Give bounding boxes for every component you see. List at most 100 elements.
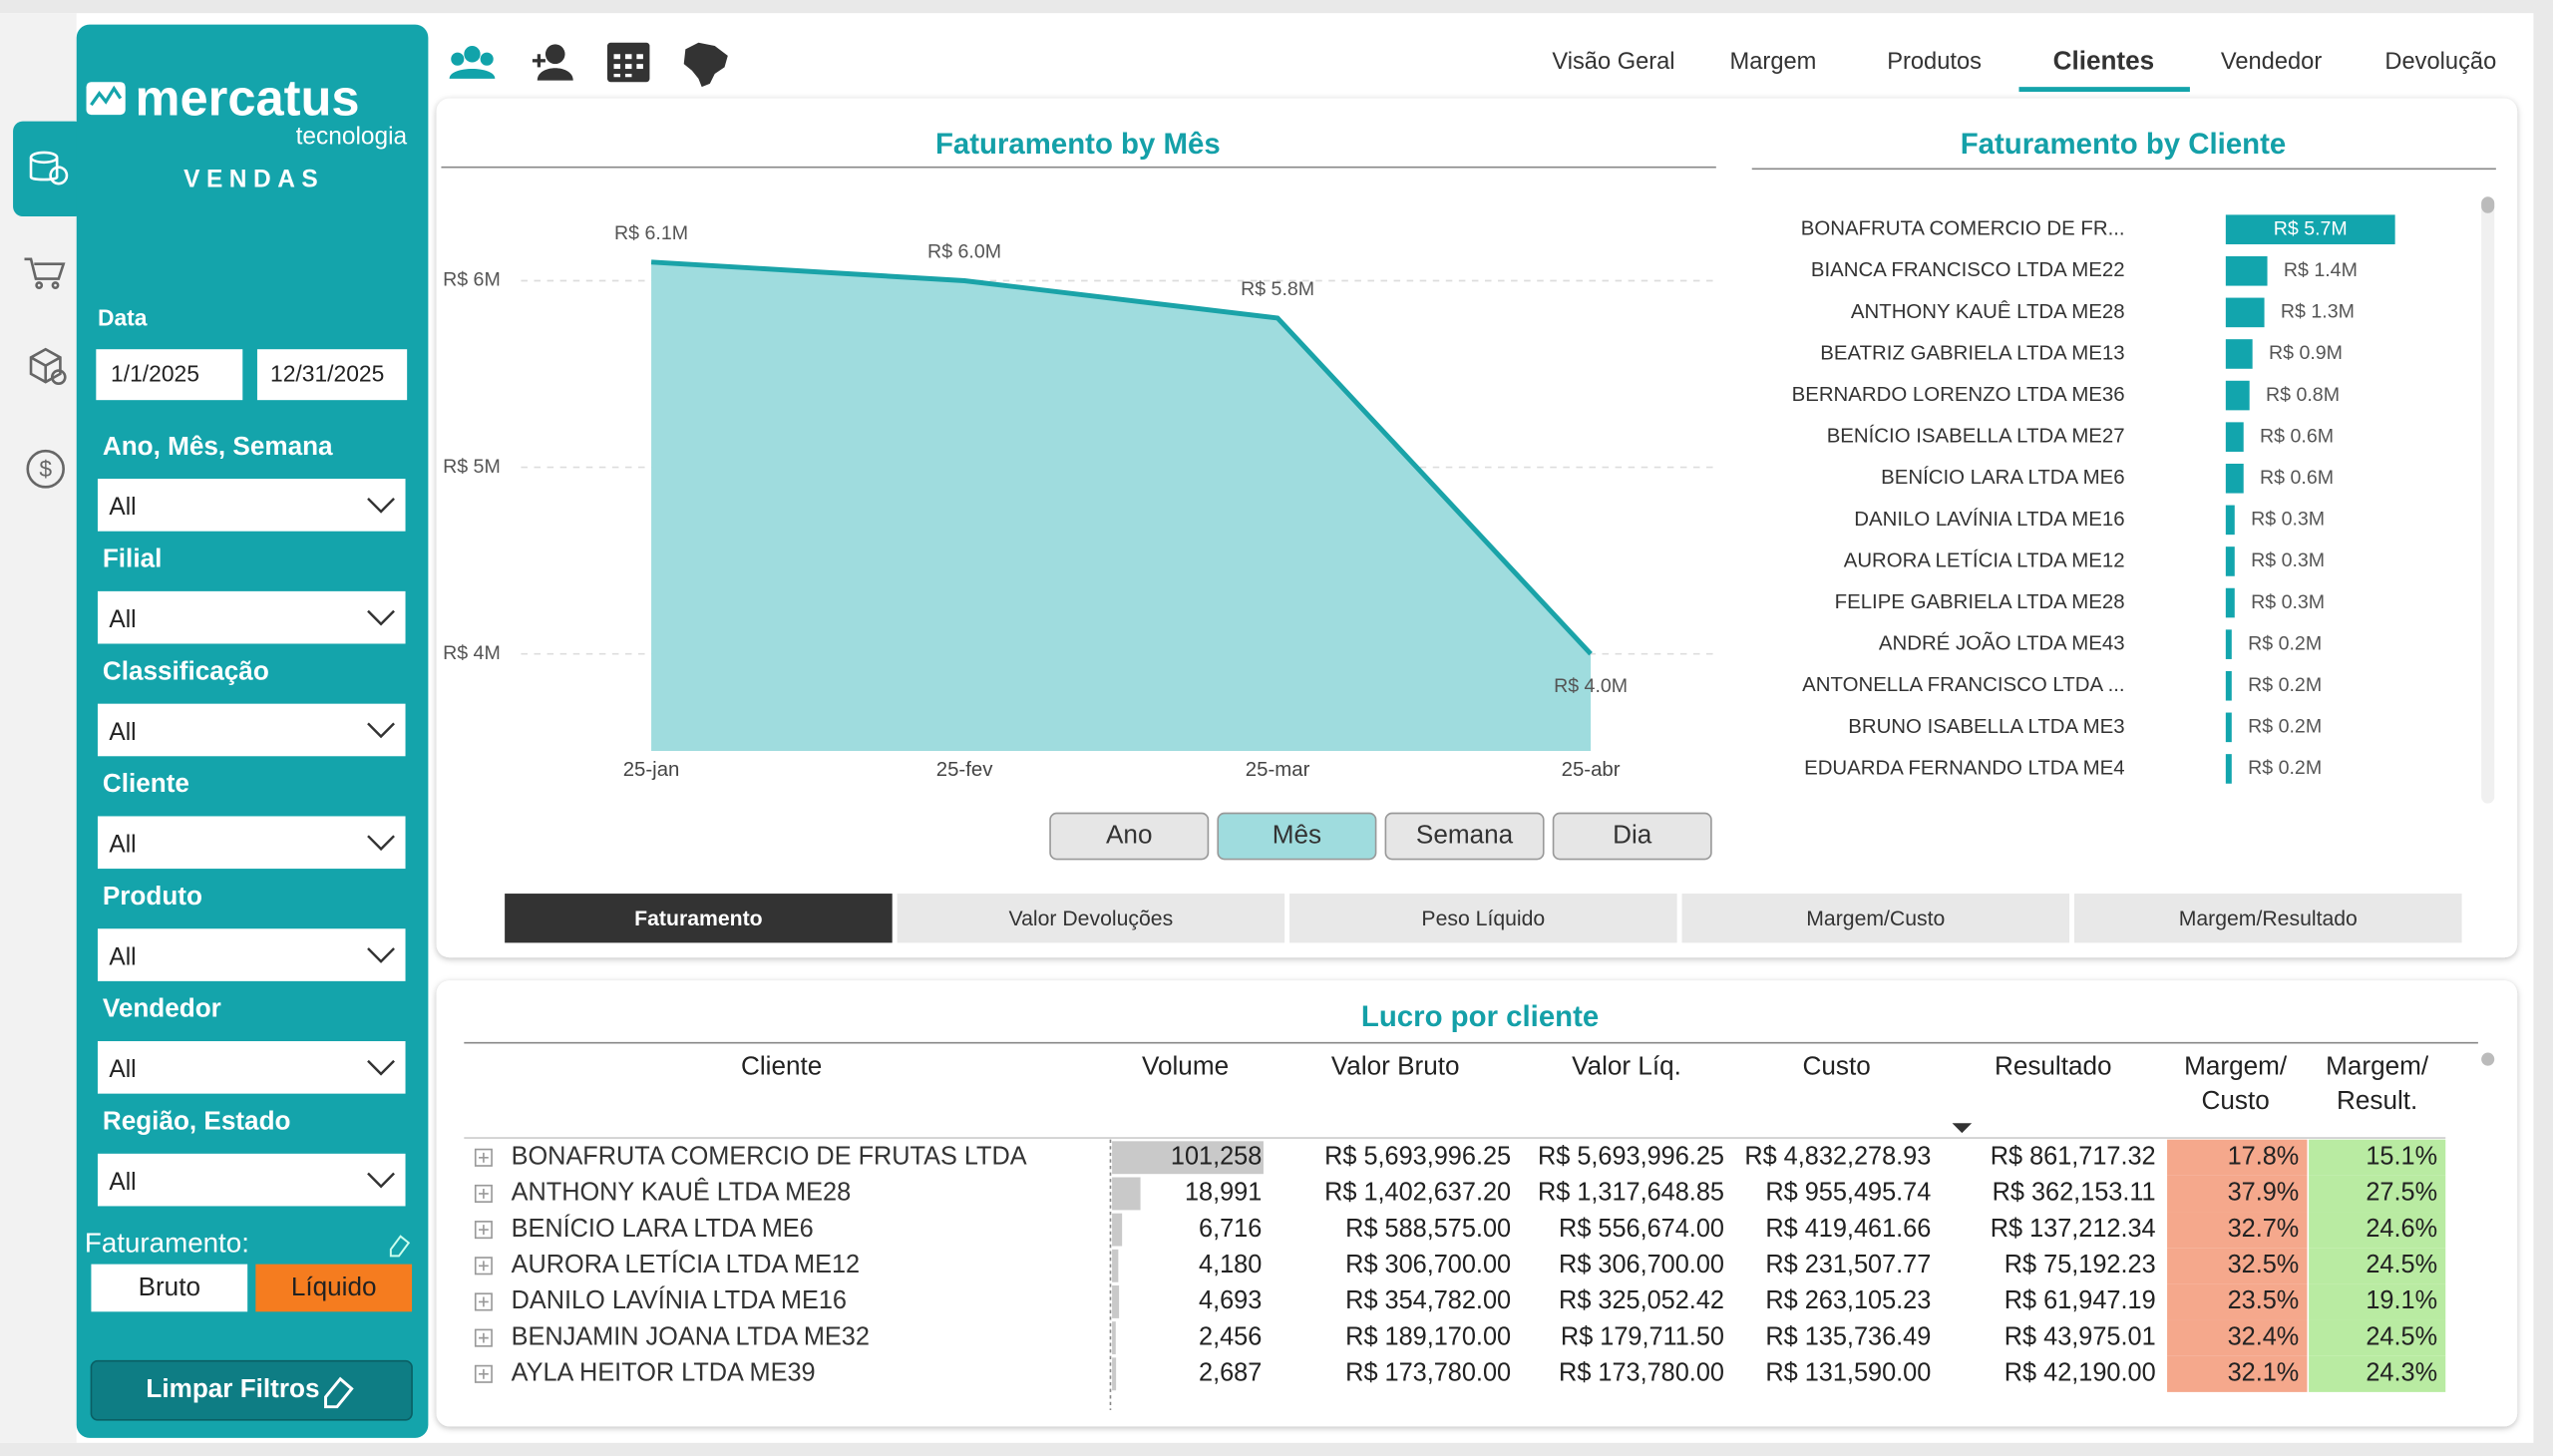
- nav-tab[interactable]: Vendedor: [2221, 48, 2322, 75]
- nav-icons: [449, 42, 728, 88]
- toggle-button[interactable]: [91, 1264, 248, 1312]
- period-button[interactable]: [1049, 812, 1210, 861]
- scrollbar[interactable]: [2481, 196, 2495, 804]
- bar[interactable]: [2225, 712, 2232, 743]
- expand-plus: [479, 1261, 489, 1272]
- metric-tab[interactable]: [505, 894, 893, 943]
- data-label: R$ 0.2M: [2248, 632, 2322, 654]
- bar[interactable]: [2225, 255, 2268, 286]
- bar[interactable]: [2225, 214, 2395, 244]
- metric-label: Faturamento: [634, 907, 762, 930]
- dropdown[interactable]: [97, 479, 406, 532]
- bar[interactable]: [2225, 670, 2232, 701]
- metric-tab[interactable]: [1289, 894, 1677, 943]
- eraser-icon[interactable]: [389, 1235, 411, 1258]
- table-card: [436, 980, 2518, 1427]
- period-button[interactable]: [1552, 812, 1712, 861]
- data-label: R$ 0.2M: [2248, 715, 2322, 737]
- dropdown[interactable]: [97, 1153, 406, 1207]
- bar[interactable]: [2225, 380, 2250, 411]
- category-label: ANTHONY KAUÊ LTDA ME28: [1851, 300, 2125, 323]
- y-tick-label: R$ 4M: [443, 642, 501, 664]
- nav-tab[interactable]: Margem: [1730, 48, 1817, 75]
- map-icon[interactable]: [683, 42, 728, 88]
- cell: 23.5%: [2228, 1286, 2300, 1314]
- date-input[interactable]: [256, 349, 408, 401]
- margin-cell: [2309, 1283, 2446, 1320]
- box-icon[interactable]: [29, 347, 67, 386]
- bar[interactable]: [2225, 463, 2244, 494]
- bar[interactable]: [2225, 754, 2232, 784]
- users-icon[interactable]: [449, 46, 496, 79]
- bar[interactable]: [2225, 587, 2235, 618]
- cart-icon[interactable]: [24, 257, 66, 290]
- expand-plus: [479, 1296, 489, 1307]
- column-header: Valor Líq.: [1572, 1050, 1681, 1080]
- icon-tab-active[interactable]: [13, 121, 85, 217]
- y-tick-label: R$ 5M: [443, 456, 501, 478]
- bar[interactable]: [2225, 505, 2235, 536]
- nav-tab[interactable]: Produtos: [1887, 48, 1982, 75]
- cell: 24.5%: [2366, 1322, 2437, 1350]
- bar[interactable]: [2225, 297, 2265, 328]
- eraser-icon: [324, 1376, 354, 1409]
- dropdown[interactable]: [97, 703, 406, 757]
- cell: R$ 556,674.00: [1559, 1215, 1724, 1243]
- nav-tab[interactable]: Devolução: [2384, 48, 2496, 75]
- dropdown[interactable]: [97, 590, 406, 644]
- bar[interactable]: [2225, 546, 2235, 576]
- chart-title: Faturamento by Cliente: [1961, 128, 2287, 161]
- cell: 19.1%: [2366, 1286, 2437, 1314]
- nav-tab[interactable]: Clientes: [2053, 45, 2155, 75]
- expand-box[interactable]: [474, 1364, 493, 1383]
- dropdown[interactable]: [97, 816, 406, 870]
- date-value: 12/31/2025: [270, 361, 384, 387]
- expand-box[interactable]: [474, 1328, 493, 1347]
- expand-box[interactable]: [474, 1184, 493, 1203]
- cell: 18,991: [1185, 1179, 1262, 1207]
- dropdown[interactable]: [97, 1041, 406, 1094]
- period-button[interactable]: [1384, 812, 1545, 861]
- expand-box[interactable]: [474, 1148, 493, 1167]
- period-label: Semana: [1416, 819, 1514, 849]
- coin-icon[interactable]: [29, 151, 69, 185]
- metric-tab[interactable]: [2074, 894, 2462, 943]
- databar: [1112, 1213, 1123, 1247]
- category-label: DANILO LAVÍNIA LTDA ME16: [1854, 508, 2124, 531]
- x-tick-label: 25-mar: [1246, 758, 1310, 781]
- y-tick-label: R$ 6M: [443, 269, 501, 291]
- period-button[interactable]: [1217, 812, 1377, 861]
- bar[interactable]: [2225, 422, 2244, 452]
- margin-cell: [2167, 1355, 2308, 1392]
- clear-button[interactable]: [90, 1359, 413, 1421]
- cell: R$ 588,575.00: [1345, 1215, 1511, 1243]
- expand-box[interactable]: [474, 1221, 493, 1240]
- margin-cell: [2309, 1139, 2446, 1176]
- scroll-thumb[interactable]: [2481, 1052, 2495, 1066]
- date-input[interactable]: [96, 349, 243, 401]
- cell: R$ 354,782.00: [1345, 1286, 1511, 1314]
- toggle-label: Líquido: [291, 1272, 377, 1301]
- metric-tab[interactable]: [1681, 894, 2070, 943]
- filter-label: Ano, Mês, Semana: [103, 431, 333, 461]
- calendar-icon[interactable]: [606, 42, 650, 83]
- expand-box[interactable]: [474, 1257, 493, 1275]
- toggle-button[interactable]: [255, 1264, 413, 1312]
- dropdown-value: All: [109, 494, 136, 521]
- dropdown[interactable]: [97, 928, 406, 981]
- data-label: R$ 0.8M: [2266, 384, 2340, 406]
- databar: [1112, 1357, 1117, 1391]
- nav-tab[interactable]: Visão Geral: [1552, 48, 1674, 75]
- expand-box[interactable]: [474, 1292, 493, 1311]
- dollar-icon[interactable]: $: [26, 449, 65, 489]
- cell: R$ 75,192.23: [2005, 1251, 2156, 1278]
- add-user-icon[interactable]: [532, 44, 573, 81]
- bar[interactable]: [2225, 339, 2253, 369]
- category-label: FELIPE GABRIELA LTDA ME28: [1835, 590, 2125, 613]
- sort-arrow[interactable]: [1952, 1123, 1973, 1134]
- scroll-thumb[interactable]: [2481, 196, 2495, 213]
- bar[interactable]: [2225, 629, 2232, 659]
- cell: R$ 179,711.50: [1561, 1322, 1724, 1350]
- cell: R$ 325,052.42: [1559, 1286, 1724, 1314]
- metric-tab[interactable]: [897, 894, 1285, 943]
